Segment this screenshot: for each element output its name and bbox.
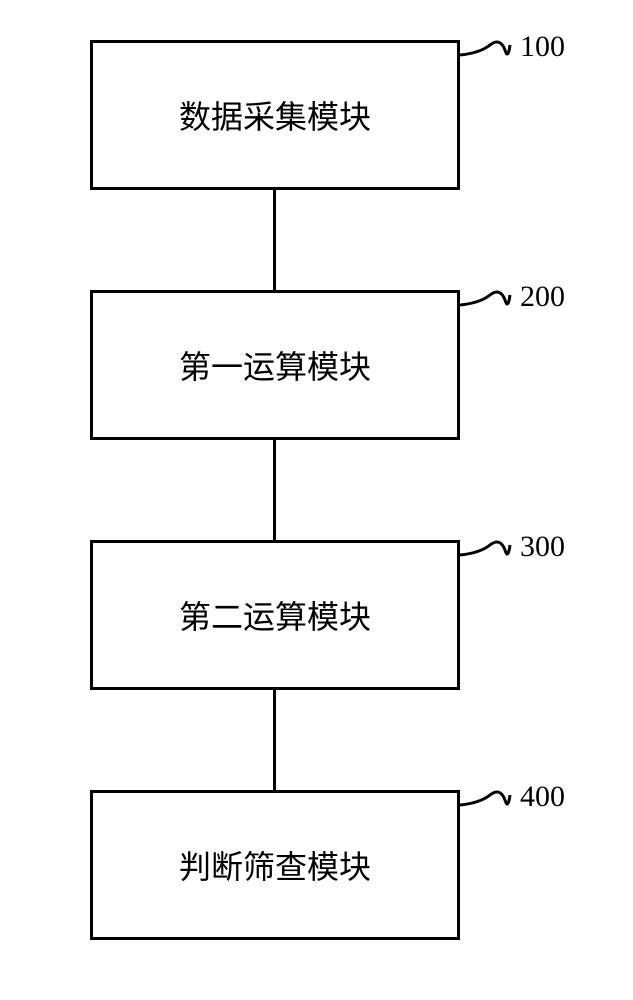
connector-line (273, 190, 276, 290)
callout-curve (460, 535, 520, 585)
flowchart-container: 数据采集模块 100 第一运算模块 200 第二运算模块 300 判断筛查模块 … (50, 40, 583, 960)
node-second-operation: 第二运算模块 (90, 540, 460, 690)
callout-curve (460, 785, 520, 835)
node-first-operation: 第一运算模块 (90, 290, 460, 440)
connector-line (273, 440, 276, 540)
callout-curve (460, 35, 520, 85)
node-label: 数据采集模块 (179, 92, 371, 138)
ref-label-200: 200 (520, 280, 565, 314)
connector-line (273, 690, 276, 790)
node-label: 判断筛查模块 (179, 842, 371, 888)
ref-label-400: 400 (520, 780, 565, 814)
node-data-collection: 数据采集模块 (90, 40, 460, 190)
node-label: 第二运算模块 (179, 592, 371, 638)
ref-label-300: 300 (520, 530, 565, 564)
node-label: 第一运算模块 (179, 342, 371, 388)
node-judgment-screening: 判断筛查模块 (90, 790, 460, 940)
ref-label-100: 100 (520, 30, 565, 64)
callout-curve (460, 285, 520, 335)
